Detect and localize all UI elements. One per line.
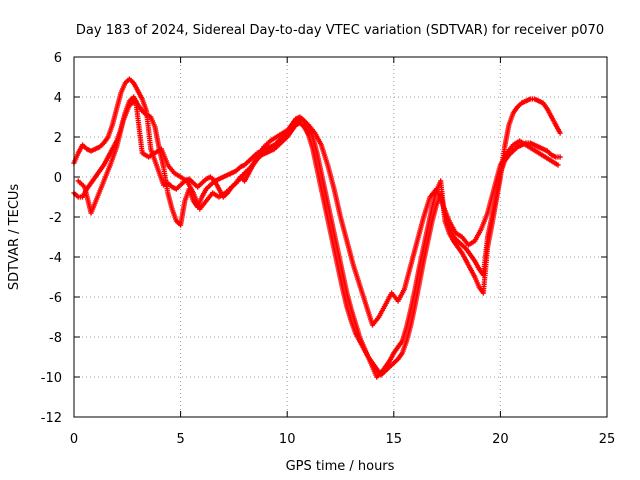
- data-point: [557, 130, 563, 136]
- grid: [74, 57, 607, 417]
- series-3: [75, 98, 561, 328]
- y-tick-label: -6: [49, 291, 62, 306]
- x-tick-label: 5: [176, 432, 184, 447]
- x-tick-label: 10: [279, 432, 296, 447]
- data-point: [555, 162, 561, 168]
- x-tick-label: 15: [386, 432, 403, 447]
- y-tick-label: -8: [49, 331, 62, 346]
- y-tick-label: -4: [49, 251, 62, 266]
- chart-title: Day 183 of 2024, Sidereal Day-to-day VTE…: [76, 23, 604, 38]
- x-axis-label: GPS time / hours: [286, 459, 395, 474]
- y-axis-label: SDTVAR / TECUs: [7, 184, 22, 291]
- y-tick-label: 2: [54, 131, 62, 146]
- y-tick-label: -2: [49, 211, 62, 226]
- axis-ticks: 0 5 10 15 20 25 -12 -10 -8 -6 -4 -2 0 2 4 6: [41, 51, 616, 447]
- data-point: [557, 154, 563, 160]
- plot-frame: [73, 56, 608, 418]
- y-tick-label: 4: [54, 91, 62, 106]
- x-tick-label: 25: [599, 432, 616, 447]
- x-tick-label: 20: [492, 432, 509, 447]
- y-tick-label: -12: [41, 411, 62, 426]
- x-tick-label: 0: [70, 432, 78, 447]
- y-tick-label: -10: [41, 371, 62, 386]
- data-points: [71, 76, 563, 380]
- y-tick-label: 0: [54, 171, 62, 186]
- y-tick-label: 6: [54, 51, 62, 66]
